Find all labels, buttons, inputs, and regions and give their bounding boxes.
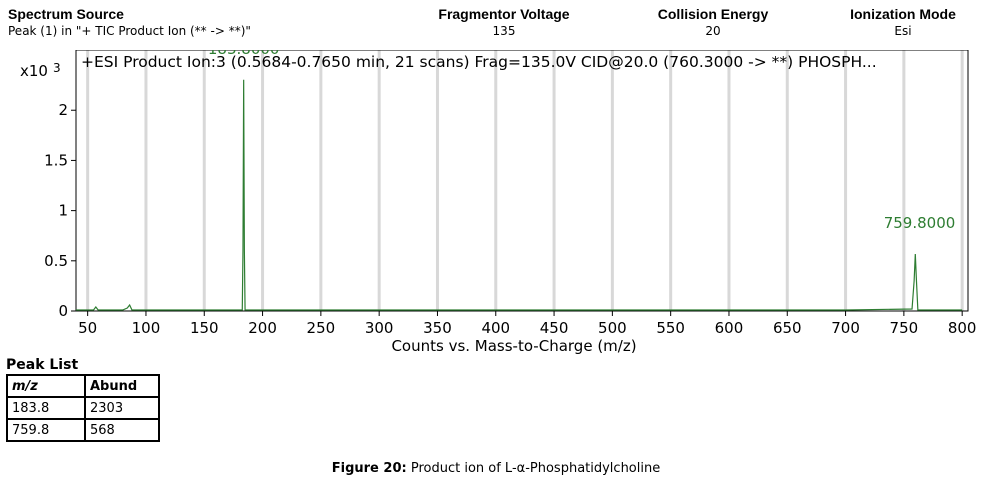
fragmentor-voltage-value: 135 [492, 24, 516, 38]
x-tick-label: 600 [715, 319, 744, 337]
peak-list-title: Peak List [6, 357, 79, 373]
y-tick-label: 1 [58, 202, 68, 220]
peak-annotation-label: 183.8000 [208, 50, 280, 58]
x-tick-label: 400 [481, 319, 510, 337]
spectrum-line [76, 79, 963, 311]
y-tick-label: 2 [58, 101, 68, 119]
y-axis-ticks: 0 0.5 1 1.5 2 [44, 101, 76, 320]
x-tick-label: 700 [831, 319, 860, 337]
mass-spectrum-chart: +ESI Product Ion:3 (0.5684-0.7650 min, 2… [20, 50, 976, 355]
peak-mz-cell: 183.8 [6, 396, 86, 420]
peak-table-header: m/z Abund [6, 374, 160, 398]
spectrum-source-label: Spectrum Source [8, 6, 124, 22]
x-tick-label: 500 [598, 319, 627, 337]
x-tick-label: 100 [132, 319, 161, 337]
column-header-abund: Abund [84, 374, 160, 398]
y-multiplier-base: x10 [20, 62, 48, 80]
x-tick-label: 300 [365, 319, 394, 337]
y-tick-label: 0.5 [44, 252, 68, 270]
x-tick-label: 200 [248, 319, 277, 337]
peak-annotation-label: 759.8000 [884, 214, 956, 232]
x-tick-label: 150 [190, 319, 219, 337]
x-tick-label: 450 [540, 319, 569, 337]
peak-table: m/z Abund 183.8 2303 759.8 568 [6, 374, 160, 442]
figure-caption-text: Product ion of L-α-Phosphatidylcholine [406, 461, 661, 476]
plot-frame [75, 50, 969, 312]
table-row: 759.8 568 [6, 418, 160, 442]
column-header-mz: m/z [6, 374, 86, 398]
y-tick-label: 0 [58, 302, 68, 320]
ionization-mode-block: Ionization Mode Esi [823, 6, 983, 40]
peak-annotations: 183.8000 759.8000 [208, 50, 955, 232]
x-tick-label: 250 [307, 319, 336, 337]
x-tick-label: 800 [948, 319, 977, 337]
peak-abund-cell: 2303 [84, 396, 160, 420]
x-tick-label: 550 [656, 319, 685, 337]
y-multiplier-exponent: 3 [53, 61, 61, 75]
peak-mz-cell: 759.8 [6, 418, 86, 442]
collision-energy-value: 20 [705, 24, 721, 38]
grid-lines [86, 50, 964, 311]
figure-caption: Figure 20: Product ion of L-α-Phosphatid… [0, 461, 992, 476]
peak-list: Peak List m/z Abund 183.8 2303 759.8 568 [6, 356, 160, 442]
y-multiplier-label: x10 3 [20, 61, 61, 80]
x-tick-label: 350 [423, 319, 452, 337]
table-row: 183.8 2303 [6, 396, 160, 420]
x-axis-label: Counts vs. Mass-to-Charge (m/z) [391, 337, 636, 355]
ionization-mode-value: Esi [894, 24, 912, 38]
y-tick-label: 1.5 [44, 151, 68, 169]
x-axis-ticks: 50 100 150 200 250 300 350 400 450 500 550 600 650 70… [78, 311, 976, 337]
peak-abund-cell: 568 [84, 418, 160, 442]
x-tick-label: 50 [78, 319, 97, 337]
x-tick-label: 650 [773, 319, 802, 337]
collision-energy-label: Collision Energy [657, 6, 769, 22]
spectrum-source-block: Spectrum Source Peak (1) in "+ TIC Produ… [8, 6, 251, 40]
figure-caption-label: Figure 20: [331, 461, 407, 476]
ionization-mode-label: Ionization Mode [850, 6, 956, 22]
spectrum-source-value: Peak (1) in "+ TIC Product Ion (** -> **… [8, 24, 251, 38]
fragmentor-voltage-label: Fragmentor Voltage [438, 6, 570, 22]
collision-energy-block: Collision Energy 20 [643, 6, 783, 40]
x-tick-label: 750 [890, 319, 919, 337]
chart-title: +ESI Product Ion:3 (0.5684-0.7650 min, 2… [81, 53, 877, 71]
fragmentor-voltage-block: Fragmentor Voltage 135 [404, 6, 604, 40]
